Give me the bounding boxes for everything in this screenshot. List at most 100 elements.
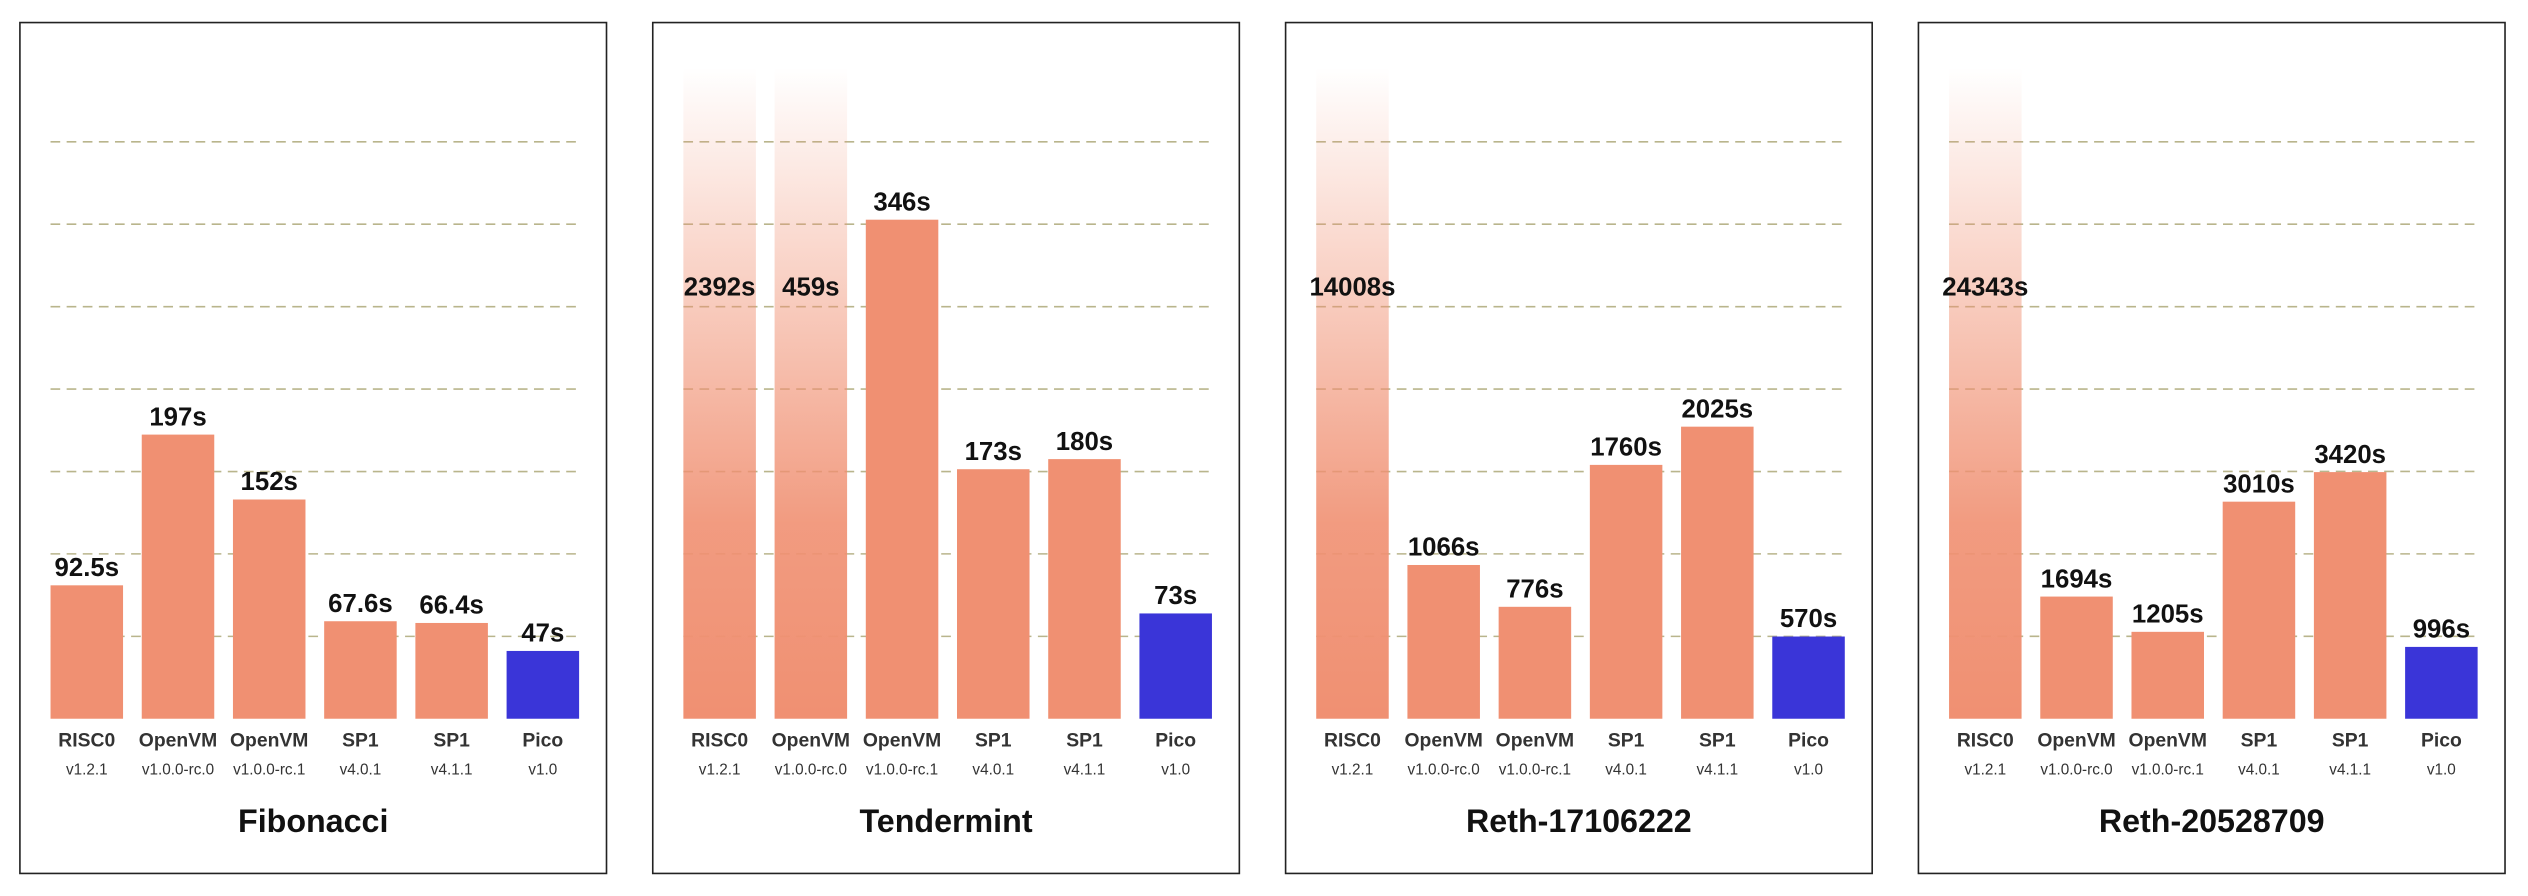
x-tick-label: SP1 (2241, 730, 2278, 751)
x-tick-sublabel: v1.0.0-rc.1 (2132, 761, 2204, 778)
bar (2040, 596, 2113, 719)
value-label: 152s (241, 468, 298, 496)
x-tick-label: OpenVM (2037, 730, 2115, 751)
value-label: 1760s (1590, 434, 1662, 462)
x-tick-sublabel: v1.2.1 (699, 761, 741, 778)
value-label: 3010s (2223, 470, 2295, 498)
x-tick-sublabel: v1.2.1 (66, 761, 108, 778)
bar (683, 67, 756, 719)
bar (1949, 67, 2022, 719)
bar (141, 434, 215, 719)
x-tick-label: Pico (1788, 730, 1829, 751)
x-tick-sublabel: v4.0.1 (340, 761, 382, 778)
chart-title: Reth-17106222 (1466, 803, 1692, 839)
bar (865, 219, 939, 719)
x-tick-sublabel: v1.2.1 (1332, 761, 1374, 778)
bar (1681, 426, 1754, 719)
x-tick-sublabel: v4.1.1 (1064, 761, 1106, 778)
value-label: 14008s (1309, 273, 1395, 301)
value-label: 197s (149, 403, 206, 431)
value-label: 459s (782, 273, 839, 301)
x-tick-sublabel: v1.0.0-rc.1 (233, 761, 305, 778)
bar (2313, 472, 2387, 719)
x-tick-label: OpenVM (2129, 730, 2207, 751)
value-label: 173s (965, 438, 1022, 466)
x-tick-label: SP1 (1699, 730, 1736, 751)
x-tick-sublabel: v1.0 (1161, 761, 1190, 778)
bar (774, 67, 848, 719)
bar (506, 650, 580, 719)
x-tick-label: Pico (2421, 730, 2462, 751)
x-tick-label: RISC0 (58, 730, 115, 751)
x-tick-label: OpenVM (230, 730, 308, 751)
value-label: 570s (1780, 605, 1837, 633)
x-tick-sublabel: v1.0 (1794, 761, 1823, 778)
bar (1589, 464, 1663, 719)
x-tick-sublabel: v1.0.0-rc.1 (1499, 761, 1571, 778)
x-tick-label: OpenVM (863, 730, 941, 751)
x-tick-sublabel: v4.0.1 (972, 761, 1014, 778)
chart-title: Tendermint (860, 803, 1033, 839)
x-tick-label: SP1 (433, 730, 470, 751)
value-label: 346s (873, 188, 930, 216)
bar (1772, 636, 1845, 719)
bar (2222, 501, 2296, 719)
x-tick-label: SP1 (975, 730, 1012, 751)
chart-title: Fibonacci (238, 803, 388, 839)
bar (1407, 564, 1480, 719)
value-label: 180s (1056, 428, 1113, 456)
value-label: 73s (1154, 582, 1197, 610)
value-label: 996s (2413, 616, 2470, 644)
bar (2405, 646, 2478, 719)
value-label: 1066s (1408, 534, 1480, 562)
value-label: 2392s (684, 273, 756, 301)
x-tick-sublabel: v1.0.0-rc.0 (775, 761, 847, 778)
x-tick-sublabel: v1.0.0-rc.0 (1408, 761, 1480, 778)
bar (232, 499, 306, 719)
x-tick-label: RISC0 (691, 730, 748, 751)
value-label: 66.4s (419, 592, 483, 620)
x-tick-label: OpenVM (772, 730, 850, 751)
value-label: 2025s (1681, 395, 1753, 423)
value-label: 3420s (2314, 441, 2386, 469)
bar (1139, 613, 1212, 719)
x-tick-sublabel: v4.1.1 (2329, 761, 2371, 778)
x-tick-sublabel: v1.0.0-rc.0 (2040, 761, 2112, 778)
x-tick-sublabel: v1.0.0-rc.1 (866, 761, 938, 778)
x-tick-label: OpenVM (1496, 730, 1574, 751)
bar (50, 585, 124, 719)
chart-title: Reth-20528709 (2099, 803, 2325, 839)
x-tick-label: SP1 (1066, 730, 1103, 751)
x-tick-label: OpenVM (1404, 730, 1482, 751)
bar (1316, 67, 1389, 719)
bar (1048, 459, 1121, 719)
x-tick-sublabel: v4.1.1 (431, 761, 473, 778)
x-tick-label: OpenVM (139, 730, 217, 751)
x-tick-sublabel: v4.0.1 (1605, 761, 1647, 778)
x-tick-label: SP1 (2332, 730, 2369, 751)
bar (415, 622, 488, 719)
panel (19, 21, 608, 875)
value-label: 1205s (2132, 601, 2204, 629)
x-tick-label: Pico (1155, 730, 1196, 751)
value-label: 24343s (1942, 273, 2028, 301)
x-tick-sublabel: v4.0.1 (2238, 761, 2280, 778)
x-tick-label: SP1 (1608, 730, 1645, 751)
x-tick-label: Pico (522, 730, 563, 751)
bar (2131, 631, 2204, 719)
x-tick-label: RISC0 (1957, 730, 2014, 751)
x-tick-sublabel: v4.1.1 (1696, 761, 1738, 778)
value-label: 776s (1506, 576, 1563, 604)
bar (957, 469, 1030, 719)
x-tick-label: SP1 (342, 730, 379, 751)
bar (324, 621, 397, 719)
x-tick-sublabel: v1.0 (2427, 761, 2456, 778)
x-tick-label: RISC0 (1324, 730, 1381, 751)
value-label: 67.6s (328, 590, 392, 618)
value-label: 47s (521, 620, 564, 648)
x-tick-sublabel: v1.2.1 (1964, 761, 2006, 778)
value-label: 92.5s (55, 554, 119, 582)
value-label: 1694s (2041, 565, 2113, 593)
